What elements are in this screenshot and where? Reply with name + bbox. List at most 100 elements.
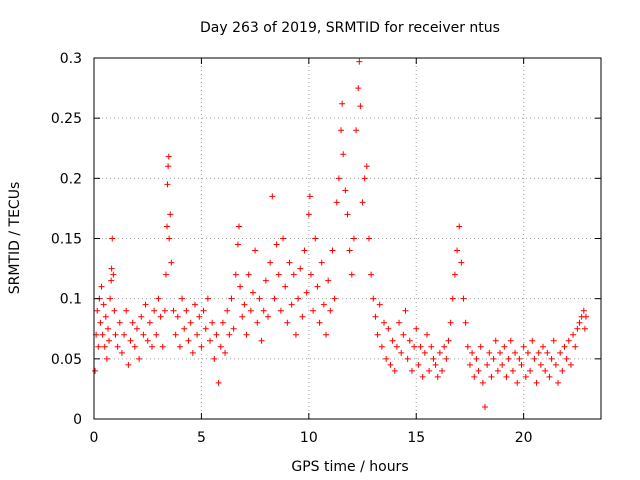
- data-point: [146, 319, 153, 326]
- chart-title: Day 263 of 2019, SRMTID for receiver ntu…: [200, 20, 500, 36]
- data-point: [258, 337, 265, 344]
- data-point: [109, 235, 116, 242]
- data-point: [282, 283, 289, 290]
- data-point: [219, 319, 226, 326]
- data-point: [475, 367, 482, 374]
- data-point: [353, 127, 360, 134]
- data-point: [273, 241, 280, 248]
- y-tick-label: 0: [73, 412, 82, 428]
- data-point: [187, 319, 194, 326]
- data-point: [269, 193, 276, 200]
- x-tick-label: 15: [407, 430, 425, 446]
- data-point: [464, 343, 471, 350]
- data-point: [378, 343, 385, 350]
- data-point: [469, 349, 476, 356]
- data-point: [415, 361, 422, 368]
- data-point: [237, 283, 244, 290]
- data-point: [129, 319, 136, 326]
- data-point: [531, 355, 538, 362]
- data-point: [101, 343, 108, 350]
- data-point: [153, 331, 160, 338]
- data-point: [247, 307, 254, 314]
- data-point: [239, 313, 246, 320]
- data-point: [492, 337, 499, 344]
- data-point: [108, 277, 115, 284]
- data-point: [385, 325, 392, 332]
- data-point: [159, 343, 166, 350]
- data-point: [550, 337, 557, 344]
- data-point: [456, 223, 463, 230]
- y-tick-label: 0.25: [51, 111, 82, 127]
- x-tick-label: 20: [515, 430, 533, 446]
- data-point: [486, 349, 493, 356]
- data-point: [383, 355, 390, 362]
- data-point: [179, 295, 186, 302]
- data-point: [443, 355, 450, 362]
- data-point: [174, 313, 181, 320]
- data-point: [217, 343, 224, 350]
- data-point: [196, 313, 203, 320]
- data-point: [548, 355, 555, 362]
- x-axis-label: GPS time / hours: [291, 459, 408, 475]
- data-point: [361, 175, 368, 182]
- data-point: [312, 235, 319, 242]
- data-point: [200, 307, 207, 314]
- data-point: [494, 367, 501, 374]
- data-point: [400, 331, 407, 338]
- data-point: [222, 349, 229, 356]
- data-point: [149, 343, 156, 350]
- data-point: [325, 277, 332, 284]
- data-point: [243, 331, 250, 338]
- data-point: [314, 283, 321, 290]
- data-point: [262, 277, 269, 284]
- data-point: [107, 295, 114, 302]
- data-point: [241, 301, 248, 308]
- data-point: [419, 373, 426, 380]
- data-point: [561, 343, 568, 350]
- data-point: [537, 361, 544, 368]
- data-point: [518, 361, 525, 368]
- data-point: [329, 247, 336, 254]
- data-point: [127, 337, 134, 344]
- data-point: [533, 379, 540, 386]
- data-point: [116, 319, 123, 326]
- data-point: [387, 361, 394, 368]
- data-point: [140, 331, 147, 338]
- data-point: [359, 199, 366, 206]
- data-point: [411, 343, 418, 350]
- data-point: [557, 349, 564, 356]
- data-point: [100, 301, 107, 308]
- grid: [94, 58, 601, 419]
- data-point: [368, 271, 375, 278]
- data-point: [256, 295, 263, 302]
- data-point: [559, 367, 566, 374]
- data-point: [339, 100, 346, 107]
- data-point: [451, 271, 458, 278]
- data-point: [539, 343, 546, 350]
- data-point: [191, 301, 198, 308]
- data-point: [520, 343, 527, 350]
- y-tick-label: 0.3: [60, 51, 82, 67]
- data-point: [563, 355, 570, 362]
- data-point: [404, 355, 411, 362]
- y-tick-label: 0.2: [60, 171, 82, 187]
- data-point: [280, 235, 287, 242]
- data-point: [398, 349, 405, 356]
- data-point: [514, 379, 521, 386]
- y-tick-label: 0.05: [51, 352, 82, 368]
- data-point: [209, 319, 216, 326]
- data-point: [307, 271, 314, 278]
- data-point: [131, 343, 138, 350]
- data-point: [426, 367, 433, 374]
- data-point: [432, 361, 439, 368]
- data-point: [546, 373, 553, 380]
- data-point: [111, 307, 118, 314]
- data-point: [102, 313, 109, 320]
- data-point: [512, 349, 519, 356]
- data-point: [292, 331, 299, 338]
- data-point: [348, 271, 355, 278]
- data-point: [271, 295, 278, 302]
- data-point: [447, 319, 454, 326]
- data-point: [391, 367, 398, 374]
- data-point: [430, 355, 437, 362]
